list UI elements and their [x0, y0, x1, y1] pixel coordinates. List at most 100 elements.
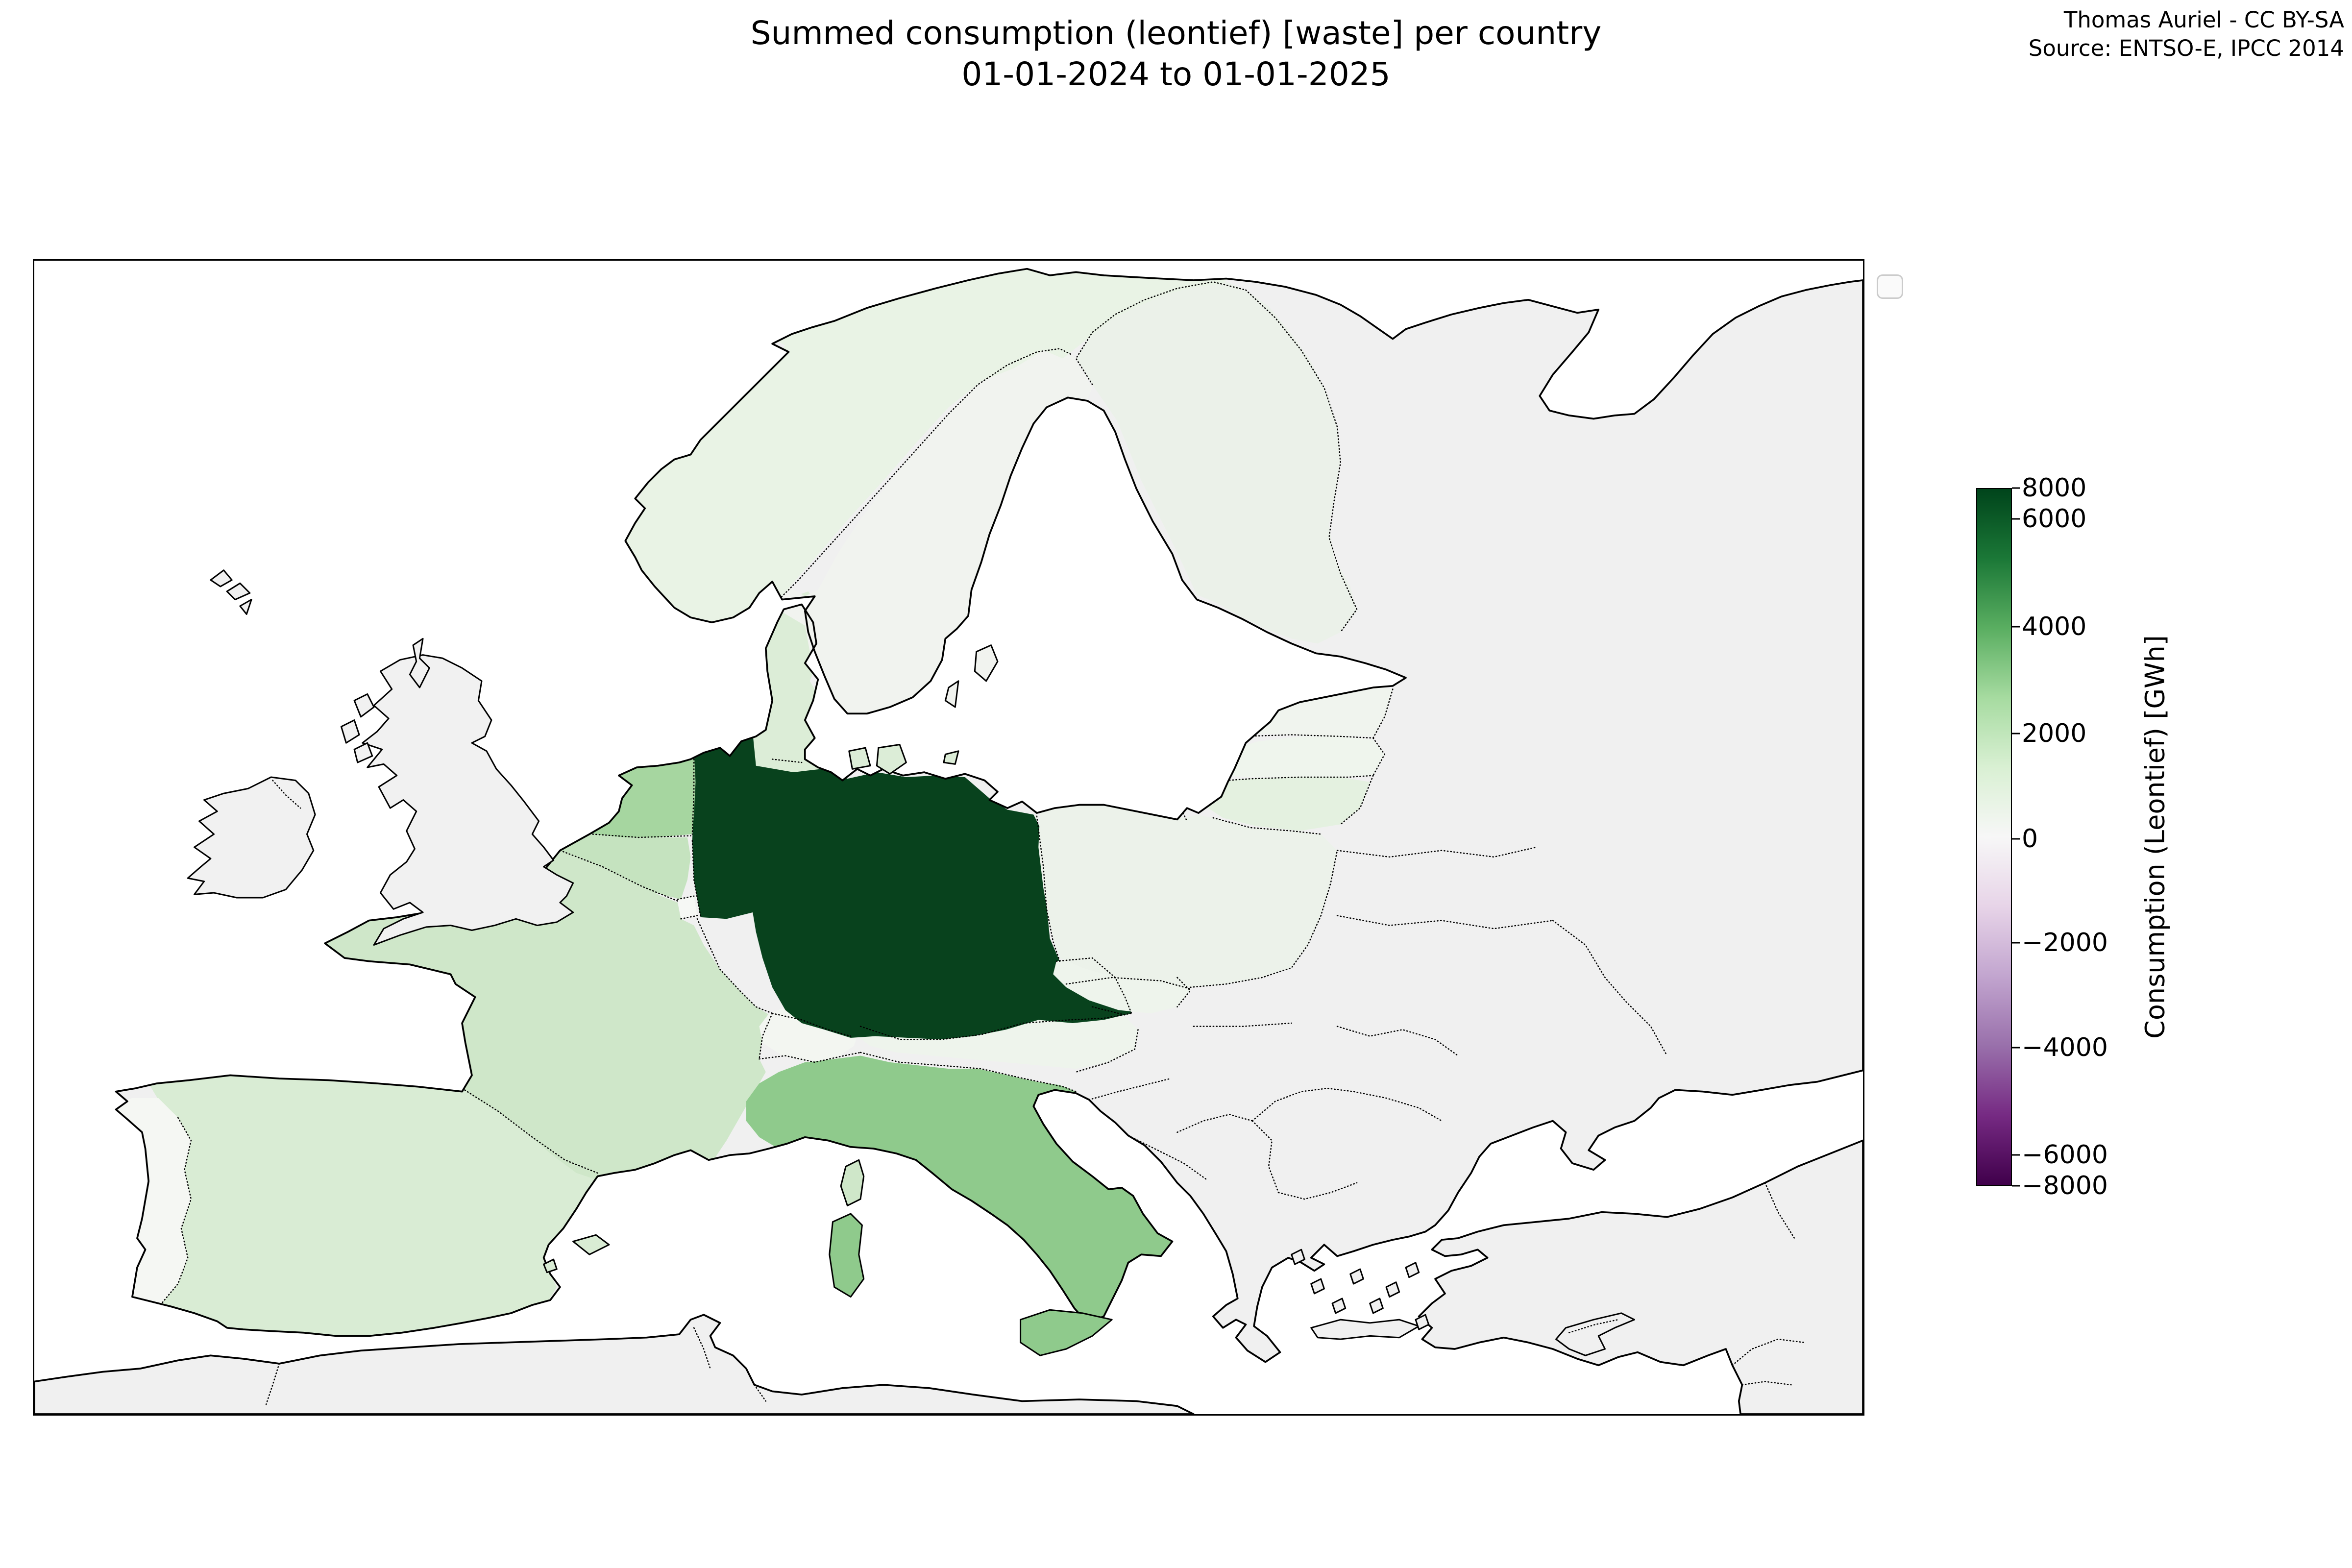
border-romania-bulgaria: [1251, 1087, 1443, 1122]
figure-title: Summed consumption (leontief) [waste] pe…: [0, 13, 2352, 95]
border-balkan-3: [1176, 1113, 1253, 1133]
country-estonia: [1237, 684, 1393, 736]
colorbar-tick-label: −6000: [2022, 1140, 2108, 1170]
colorbar: [1976, 488, 2012, 1186]
border-belarus-russia: [1336, 846, 1537, 858]
colorbar-tick-label: 8000: [2022, 473, 2087, 503]
colorbar-tick: [2012, 626, 2020, 628]
border-balkan-2: [1130, 1136, 1207, 1180]
border-norway-sweden: [771, 348, 1074, 607]
border-africa: [265, 1327, 767, 1405]
gotland-island: [974, 644, 999, 682]
country-poland: [1038, 801, 1338, 987]
colorbar-tick: [2012, 733, 2020, 735]
border-balkan-5: [1277, 1182, 1358, 1200]
country-netherlands: [592, 749, 696, 837]
border-belarus-ukraine: [1336, 915, 1554, 930]
border-germany-poland: [1036, 815, 1060, 962]
cyprus-island: [1555, 1312, 1635, 1356]
border-belgium-germany-luxembourg: [677, 840, 701, 920]
attribution: Thomas Auriel - CC BY-SA Source: ENTSO-E…: [2029, 6, 2344, 63]
colorbar-tick-label: −8000: [2022, 1171, 2108, 1200]
country-luxembourg: [677, 896, 697, 919]
border-france-belgium: [559, 850, 679, 902]
border-czechia-austria: [1091, 1006, 1126, 1016]
border-portugal-spain: [161, 1117, 192, 1304]
figure-title-line2: 01-01-2024 to 01-01-2025: [961, 55, 1391, 93]
colorbar-tick-label: 4000: [2022, 612, 2087, 642]
country-belgium: [560, 834, 691, 900]
country-norway: [622, 269, 1235, 633]
border-hungary-region: [1193, 1022, 1292, 1027]
colorbar-tick: [2012, 1154, 2020, 1156]
border-latvia-russia: [1372, 737, 1386, 776]
colorbar-tick: [2012, 1047, 2020, 1049]
sardinia-island: [829, 1213, 865, 1298]
country-ireland: [187, 776, 316, 899]
border-latvia-estonia: [1242, 734, 1374, 739]
crete-island: [1310, 1319, 1420, 1340]
border-france-switzerland: [759, 1012, 773, 1060]
border-turkey-east: [1732, 1182, 1805, 1386]
balearic-islands: [543, 1234, 610, 1274]
country-czechia: [1053, 955, 1191, 1014]
colorbar-tick-label: 2000: [2022, 719, 2087, 749]
funen-island: [848, 747, 871, 770]
country-latvia: [1216, 736, 1385, 777]
border-cyprus: [1568, 1319, 1619, 1334]
border-switzerland-italy: [759, 1052, 861, 1063]
border-netherlands-germany: [691, 749, 695, 835]
attribution-source: Source: ENTSO-E, IPCC 2014: [2028, 35, 2344, 61]
border-austria-east: [1075, 1029, 1139, 1073]
figure-title-line1: Summed consumption (leontief) [waste] pe…: [750, 14, 1602, 52]
colorbar-tick-label: 6000: [2022, 504, 2087, 534]
corsica-island: [840, 1159, 865, 1206]
colorbar-tick-label: −4000: [2022, 1033, 2108, 1063]
country-germany: [692, 726, 1132, 1040]
border-finland-north: [1075, 281, 1247, 385]
colorbar-tick: [2012, 942, 2020, 944]
hebrides-islands: [340, 693, 375, 763]
border-france-germany: [696, 918, 773, 1014]
border-romania-ukraine: [1336, 1026, 1459, 1056]
border-spain-france: [461, 1087, 598, 1174]
country-lithuania: [1200, 777, 1370, 831]
border-finland-russia: [1245, 289, 1358, 633]
country-sweden: [772, 345, 1093, 717]
border-lithuania-belarus: [1340, 775, 1374, 825]
colorbar-axis-label: Consumption (Leontief) [GWh]: [2139, 635, 2171, 1039]
colorbar-tick-label: −2000: [2022, 928, 2108, 958]
border-lithuania-latvia: [1202, 775, 1374, 783]
border-balkan-4: [1251, 1120, 1279, 1194]
map-control-button[interactable]: [1877, 274, 1903, 299]
zealand-island: [876, 743, 907, 775]
border-ukraine-russia: [1552, 920, 1668, 1056]
country-spain: [148, 1072, 603, 1338]
oland-island: [944, 680, 959, 708]
map-axes: [33, 259, 1864, 1416]
border-czechia-slovakia: [1176, 977, 1191, 1008]
colorbar-tick: [2012, 518, 2020, 520]
colorbar-tick-label: 0: [2022, 824, 2038, 854]
aegean-islets: [1291, 1249, 1430, 1330]
shetland-islands: [409, 637, 430, 688]
border-poland-east: [1189, 850, 1338, 988]
attribution-author: Thomas Auriel - CC BY-SA: [2063, 7, 2344, 33]
country-finland: [1076, 280, 1357, 644]
sicily-island: [1020, 1309, 1113, 1356]
colorbar-tick: [2012, 838, 2020, 840]
bornholm-island: [943, 750, 959, 765]
europe-choropleth-map: [34, 268, 1863, 1414]
border-belgium-netherlands: [592, 833, 691, 838]
border-czechia-poland: [1065, 977, 1191, 990]
country-turkey: [1418, 1139, 1863, 1414]
border-austria-italy: [859, 1052, 1077, 1092]
border-germany-austria: [859, 1012, 1132, 1040]
faroe-islands: [210, 569, 252, 615]
colorbar-tick: [2012, 487, 2020, 489]
colorbar-tick: [2012, 1185, 2020, 1187]
border-northern-ireland: [272, 780, 301, 809]
border-estonia-russia: [1372, 688, 1394, 739]
border-poland-lithuania: [1212, 817, 1322, 835]
north-africa-coast: [34, 1314, 1195, 1414]
